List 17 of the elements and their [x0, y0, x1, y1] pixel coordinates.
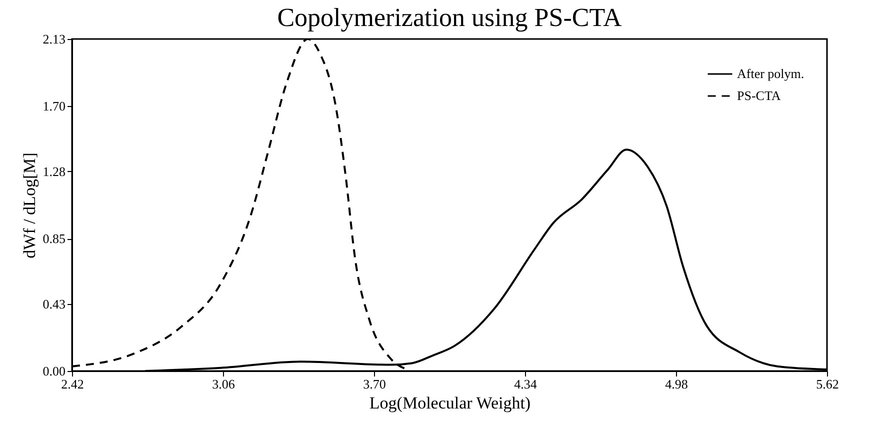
y-axis-title: dWf / dLog[M] [20, 152, 39, 258]
y-tick-label: 1.28 [42, 164, 66, 179]
x-tick-label: 4.98 [665, 376, 688, 392]
y-tick-label: 0.43 [42, 296, 66, 312]
y-tick-label: 2.13 [42, 32, 66, 46]
x-tick-label: 3.70 [363, 376, 386, 392]
x-tick-label: 5.62 [816, 376, 839, 392]
x-tick-label: 3.06 [212, 376, 236, 392]
y-tick-label: 0.85 [42, 231, 66, 246]
x-axis-title: Log(Molecular Weight) [369, 394, 531, 412]
legend-label: PS-CTA [737, 88, 782, 103]
chart-title: Copolymerization using PS-CTA [277, 3, 622, 32]
y-tick-label: 0.00 [42, 364, 66, 378]
x-tick-label: 2.42 [61, 376, 84, 392]
legend-label: After polym. [737, 66, 804, 81]
x-tick-label: 4.34 [514, 376, 538, 392]
y-tick-label: 1.70 [42, 98, 66, 114]
